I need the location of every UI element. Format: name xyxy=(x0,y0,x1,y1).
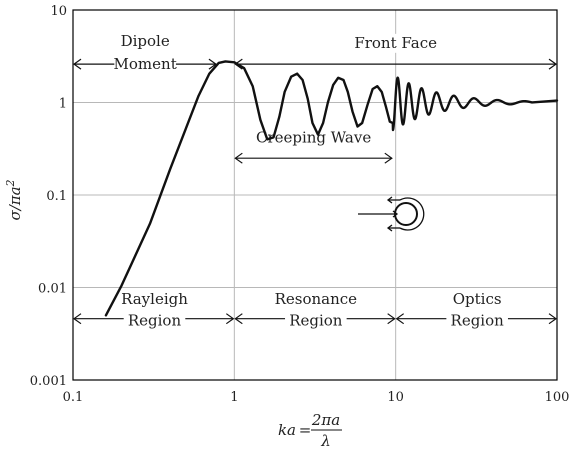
svg-text:=: = xyxy=(299,421,312,439)
tick-labels: 0.1 1 10 100 0.001 0.01 0.1 1 10 xyxy=(30,4,570,405)
y-tick-label: 0.001 xyxy=(30,374,67,389)
svg-text:ka: ka xyxy=(278,421,296,439)
sphere-creeping-wave-icon xyxy=(358,196,425,232)
y-tick-label: 10 xyxy=(50,4,67,19)
svg-text:λ: λ xyxy=(320,432,331,450)
annotation-label: Region xyxy=(289,311,343,329)
y-axis-title: σ/πa2 xyxy=(4,179,24,220)
y-tick-label: 1 xyxy=(59,97,67,112)
annotation-label: Resonance xyxy=(275,290,358,308)
annotation-label: Creeping Wave xyxy=(256,128,371,146)
annotation-label: Front Face xyxy=(354,34,437,52)
y-tick-label: 0.1 xyxy=(46,189,67,204)
plot-frame xyxy=(72,9,558,381)
annotation-label: Region xyxy=(451,311,505,329)
x-axis-title: ka = 2πa λ xyxy=(278,411,342,450)
x-tick-label: 10 xyxy=(387,390,404,405)
annotation: Creeping Wave xyxy=(234,128,393,164)
annotations: Dipole Moment Front Face Creeping Wave Rayle… xyxy=(72,31,558,331)
annotation: Dipole Moment xyxy=(72,31,217,75)
rcs-curve xyxy=(104,60,559,317)
annotation: Rayleigh Region xyxy=(72,290,235,331)
x-tick-label: 100 xyxy=(545,390,570,405)
annotation: Optics Region xyxy=(395,290,558,331)
svg-text:2πa: 2πa xyxy=(311,411,340,429)
annotation-label: Dipole xyxy=(121,32,170,50)
annotation-label: Region xyxy=(128,311,182,329)
x-tick-label: 1 xyxy=(230,390,238,405)
annotation-label: Rayleigh xyxy=(121,290,188,308)
x-tick-label: 0.1 xyxy=(63,390,84,405)
annotation: Resonance Region xyxy=(234,290,396,331)
y-tick-label: 0.01 xyxy=(38,282,67,297)
annotation: Front Face xyxy=(234,33,558,70)
annotation-label: Optics xyxy=(453,290,502,308)
annotation-label: Moment xyxy=(114,55,177,73)
